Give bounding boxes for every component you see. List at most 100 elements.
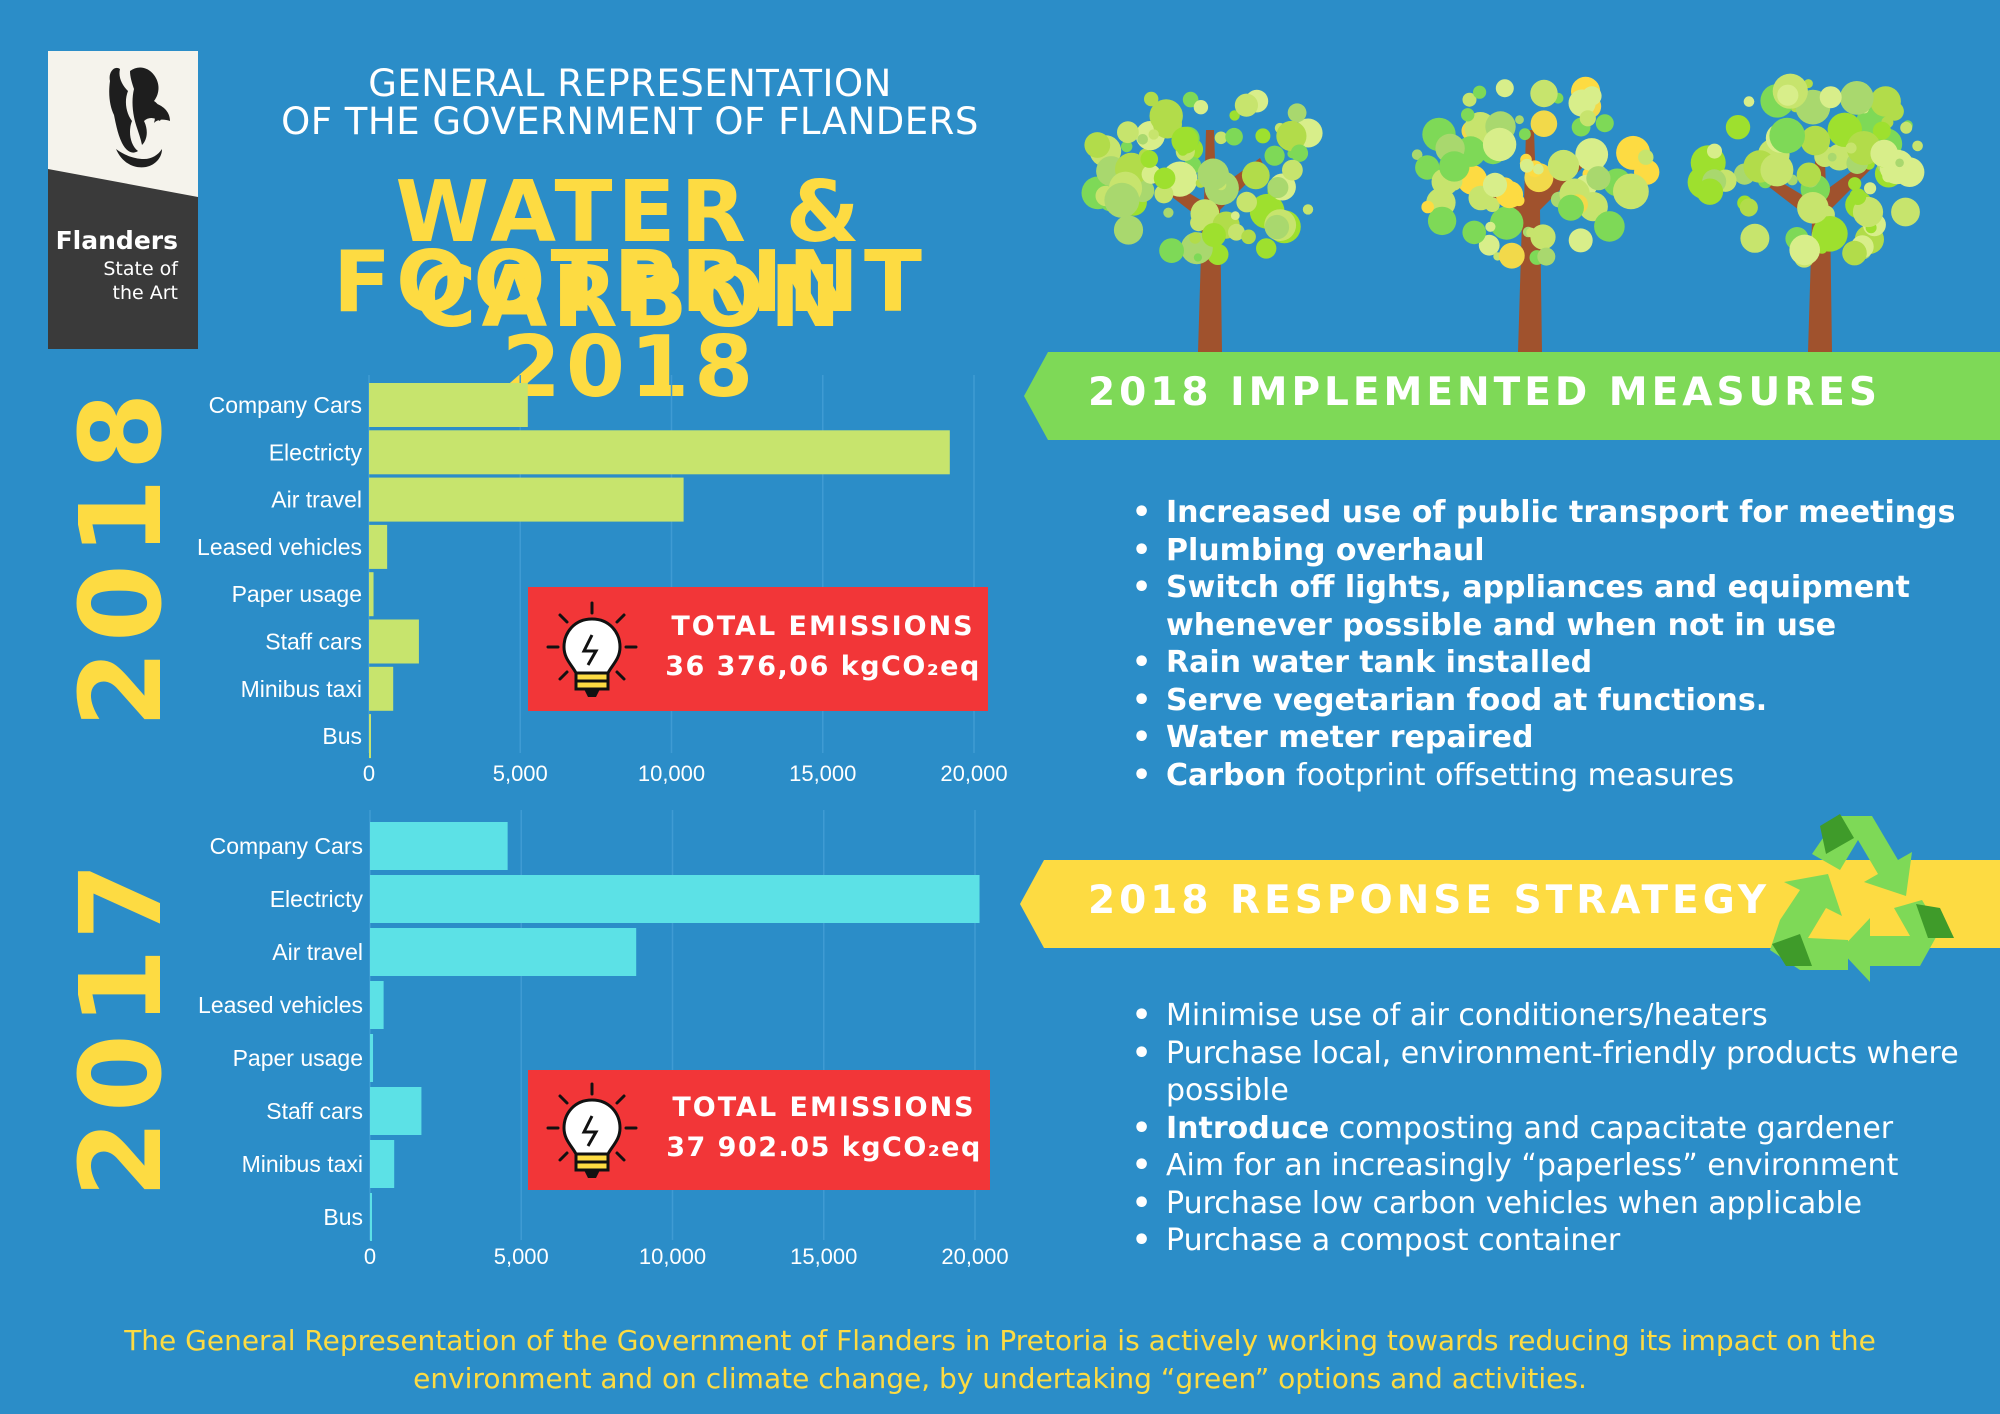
- foliage-circle: [1171, 126, 1199, 154]
- category-label: Leased vehicles: [197, 534, 362, 560]
- foliage-circle: [1276, 120, 1307, 152]
- category-label: Staff cars: [265, 629, 362, 655]
- strategy-heading: 2018 RESPONSE STRATEGY: [1088, 878, 1771, 923]
- foliage-circle: [1498, 242, 1525, 269]
- header-title-line2: FOOTPRINT 2018: [332, 233, 928, 417]
- foliage-circle: [1225, 127, 1243, 146]
- foliage-circle: [1848, 177, 1862, 191]
- foliage-circle: [1214, 131, 1228, 145]
- category-label: Minibus taxi: [241, 676, 362, 702]
- recycle-icon: [1770, 814, 1954, 982]
- total-emissions-2018-value: 36 376,06 kgCO₂eq: [665, 651, 981, 682]
- list-item: • Plumbing overhaul: [1132, 532, 1485, 568]
- header-subtitle-line1: GENERAL REPRESENTATION: [368, 62, 892, 105]
- foliage-circle: [1229, 110, 1240, 121]
- header-subtitle-line2: OF THE GOVERNMENT OF FLANDERS: [281, 100, 979, 143]
- footer-text: The General Representation of the Govern…: [60, 1322, 1940, 1398]
- bar: [370, 981, 384, 1029]
- foliage-circle: [1255, 128, 1271, 144]
- foliage-circle: [1421, 200, 1434, 214]
- lightbulb-icon: [546, 601, 638, 697]
- foliage-circle: [1595, 114, 1614, 133]
- foliage-circle: [1462, 92, 1477, 107]
- foliage-circle: [1241, 161, 1270, 190]
- foliage-circle: [1461, 108, 1475, 122]
- x-tick-label: 0: [364, 1244, 376, 1269]
- category-label: Company Cars: [209, 392, 362, 418]
- category-label: Bus: [323, 1204, 363, 1230]
- foliage-circle: [1812, 216, 1848, 252]
- foliage-circle: [1740, 223, 1770, 253]
- bar: [369, 666, 394, 711]
- foliage-circle: [1490, 206, 1524, 240]
- list-item: • Serve vegetarian food at functions.: [1132, 682, 1768, 718]
- logo-tagline-line1: State of: [103, 258, 178, 280]
- foliage-circle: [1872, 121, 1891, 140]
- tree-icon: [1470, 130, 1584, 352]
- foliage-circle: [1256, 238, 1277, 259]
- list-item: • Introduce composting and capacitate gar…: [1132, 1110, 1894, 1146]
- foliage-circle: [1427, 206, 1457, 236]
- bar: [369, 430, 950, 475]
- trees-illustration: [1081, 73, 1925, 352]
- foliage-circle: [1153, 109, 1182, 139]
- foliage-circle: [1870, 86, 1901, 117]
- foliage-circle: [1826, 143, 1853, 171]
- category-label: Paper usage: [232, 581, 362, 607]
- list-item: • Aim for an increasingly “paperless” env…: [1132, 1148, 1899, 1183]
- list-item: • Increased use of public transport for m…: [1132, 495, 1956, 530]
- foliage-circle: [1415, 155, 1440, 180]
- foliage-circle: [1144, 91, 1159, 107]
- foliage-circle: [1177, 145, 1188, 156]
- foliage-circle: [1769, 117, 1805, 154]
- foliage-circle: [1290, 144, 1309, 162]
- foliage-circle: [1121, 140, 1133, 153]
- category-label: Bus: [322, 723, 362, 749]
- foliage-circle: [1197, 158, 1229, 191]
- x-tick-label: 20,000: [940, 761, 1007, 786]
- foliage-circle: [1800, 125, 1831, 156]
- bar: [369, 524, 388, 569]
- category-label: Staff cars: [266, 1098, 363, 1124]
- foliage-circle: [1230, 211, 1240, 221]
- measures-list: • Increased use of public transport for m…: [1132, 494, 1972, 794]
- bar: [370, 822, 508, 870]
- foliage-circle: [1189, 232, 1201, 244]
- x-tick-label: 10,000: [638, 761, 705, 786]
- foliage-circle: [1557, 194, 1584, 221]
- foliage-circle: [1526, 227, 1536, 238]
- foliage-circle: [1104, 182, 1140, 218]
- foliage-circle: [1870, 139, 1898, 168]
- bar: [370, 1034, 374, 1082]
- foliage-circle: [1547, 149, 1580, 182]
- measures-heading: 2018 IMPLEMENTED MEASURES: [1088, 370, 1881, 415]
- foliage-circle: [1482, 172, 1508, 197]
- foliage-circle: [1282, 159, 1303, 181]
- foliage-circle: [1594, 211, 1625, 242]
- list-item: • Rain water tank installed: [1132, 645, 1593, 680]
- foliage-circle: [1495, 79, 1514, 98]
- bar: [369, 477, 684, 522]
- foliage-circle: [1113, 215, 1144, 245]
- list-item: • Minimise use of air conditioners/heater…: [1132, 998, 1768, 1033]
- foliage-circle: [1696, 178, 1724, 205]
- foliage-circle: [1739, 198, 1758, 217]
- foliage-circle: [1613, 173, 1649, 210]
- x-tick-label: 10,000: [639, 1244, 706, 1269]
- foliage-circle: [1473, 85, 1487, 99]
- foliage-circle: [1802, 164, 1816, 178]
- foliage-circle: [1515, 115, 1524, 125]
- bar: [369, 572, 374, 617]
- foliage-circle: [1485, 221, 1496, 232]
- foliage-circle: [1287, 103, 1307, 123]
- foliage-circle: [1236, 191, 1257, 213]
- footer-line1: The General Representation of the Govern…: [124, 1324, 1876, 1357]
- foliage-circle: [1153, 167, 1176, 190]
- category-label: Minibus taxi: [242, 1151, 363, 1177]
- foliage-circle: [1789, 234, 1820, 266]
- logo-name: Flanders: [55, 226, 178, 255]
- foliage-circle: [1520, 158, 1534, 173]
- list-item: • Purchase a compost container: [1132, 1223, 1621, 1258]
- x-tick-label: 5,000: [494, 1244, 549, 1269]
- foliage-circle: [1513, 194, 1525, 207]
